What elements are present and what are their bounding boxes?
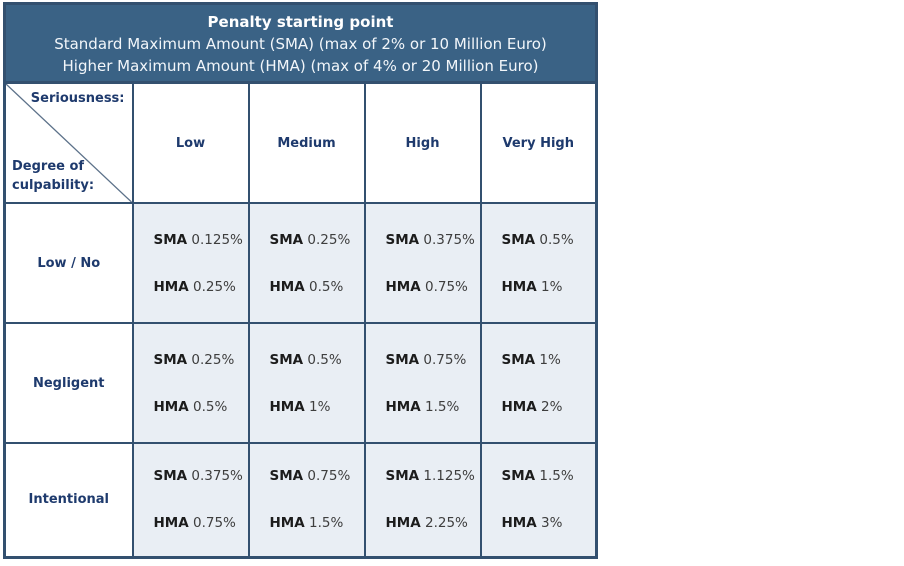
column-header-medium: Medium bbox=[247, 81, 366, 204]
penalty-cell: SMA 0.5% HMA 1% bbox=[479, 202, 598, 324]
hma-value: HMA 1% bbox=[269, 398, 331, 415]
penalty-cell: SMA 1% HMA 2% bbox=[479, 322, 598, 444]
penalty-cell: SMA 0.75% HMA 1.5% bbox=[247, 442, 366, 558]
row-label-intentional: Intentional bbox=[3, 442, 134, 558]
hma-value: HMA 2% bbox=[501, 398, 563, 415]
hma-value: HMA 1% bbox=[501, 278, 563, 295]
header-row: Seriousness: Degree of culpability: Low … bbox=[3, 81, 598, 204]
penalty-table-block: Penalty starting point Standard Maximum … bbox=[3, 2, 598, 559]
hma-value: HMA 2.25% bbox=[385, 515, 468, 532]
hma-value: HMA 0.75% bbox=[385, 278, 468, 295]
sma-value: SMA 0.25% bbox=[269, 231, 351, 248]
table-row-intentional: Intentional SMA 0.375% HMA 0.75% SMA 0.7… bbox=[3, 442, 598, 558]
penalty-matrix-table: Seriousness: Degree of culpability: Low … bbox=[3, 81, 598, 559]
corner-cell: Seriousness: Degree of culpability: bbox=[3, 81, 134, 204]
penalty-cell: SMA 1.125% HMA 2.25% bbox=[363, 442, 482, 558]
penalty-cell: SMA 0.125% HMA 0.25% bbox=[131, 202, 250, 324]
column-header-low: Low bbox=[131, 81, 250, 204]
table-title-banner: Penalty starting point Standard Maximum … bbox=[3, 2, 598, 81]
penalty-cell: SMA 0.5% HMA 1% bbox=[247, 322, 366, 444]
row-label-negligent: Negligent bbox=[3, 322, 134, 444]
hma-value: HMA 0.25% bbox=[153, 278, 236, 295]
penalty-cell: SMA 0.25% HMA 0.5% bbox=[247, 202, 366, 324]
penalty-cell: SMA 0.375% HMA 0.75% bbox=[131, 442, 250, 558]
hma-value: HMA 3% bbox=[501, 515, 563, 532]
hma-value: HMA 1.5% bbox=[385, 398, 460, 415]
corner-cell-inner: Seriousness: Degree of culpability: bbox=[6, 84, 132, 202]
penalty-cell: SMA 0.25% HMA 0.5% bbox=[131, 322, 250, 444]
column-header-very-high: Very High bbox=[479, 81, 598, 204]
table-row-low-no: Low / No SMA 0.125% HMA 0.25% SMA 0.25% … bbox=[3, 202, 598, 324]
corner-label-culpability: Degree of culpability: bbox=[12, 159, 95, 193]
diagonal-line bbox=[6, 84, 132, 202]
penalty-cell: SMA 1.5% HMA 3% bbox=[479, 442, 598, 558]
row-label-low-no: Low / No bbox=[3, 202, 134, 324]
sma-value: SMA 0.75% bbox=[385, 351, 467, 368]
sma-value: SMA 0.375% bbox=[385, 231, 475, 248]
penalty-cell: SMA 0.375% HMA 0.75% bbox=[363, 202, 482, 324]
hma-value: HMA 0.5% bbox=[269, 278, 344, 295]
hma-value: HMA 0.75% bbox=[153, 515, 236, 532]
sma-value: SMA 1.125% bbox=[385, 468, 475, 485]
sma-value: SMA 0.375% bbox=[153, 468, 243, 485]
banner-hma-definition: Higher Maximum Amount (HMA) (max of 4% o… bbox=[62, 57, 539, 75]
sma-value: SMA 0.5% bbox=[501, 231, 574, 248]
hma-value: HMA 0.5% bbox=[153, 398, 228, 415]
hma-value: HMA 1.5% bbox=[269, 515, 344, 532]
sma-value: SMA 1.5% bbox=[501, 468, 574, 485]
table-title: Penalty starting point bbox=[207, 13, 394, 31]
column-header-high: High bbox=[363, 81, 482, 204]
sma-value: SMA 0.75% bbox=[269, 468, 351, 485]
sma-value: SMA 1% bbox=[501, 351, 561, 368]
sma-value: SMA 0.25% bbox=[153, 351, 235, 368]
sma-value: SMA 0.125% bbox=[153, 231, 243, 248]
table-row-negligent: Negligent SMA 0.25% HMA 0.5% SMA 0.5% HM… bbox=[3, 322, 598, 444]
corner-label-seriousness: Seriousness: bbox=[30, 91, 125, 106]
sma-value: SMA 0.5% bbox=[269, 351, 342, 368]
penalty-cell: SMA 0.75% HMA 1.5% bbox=[363, 322, 482, 444]
banner-sma-definition: Standard Maximum Amount (SMA) (max of 2%… bbox=[54, 35, 547, 53]
